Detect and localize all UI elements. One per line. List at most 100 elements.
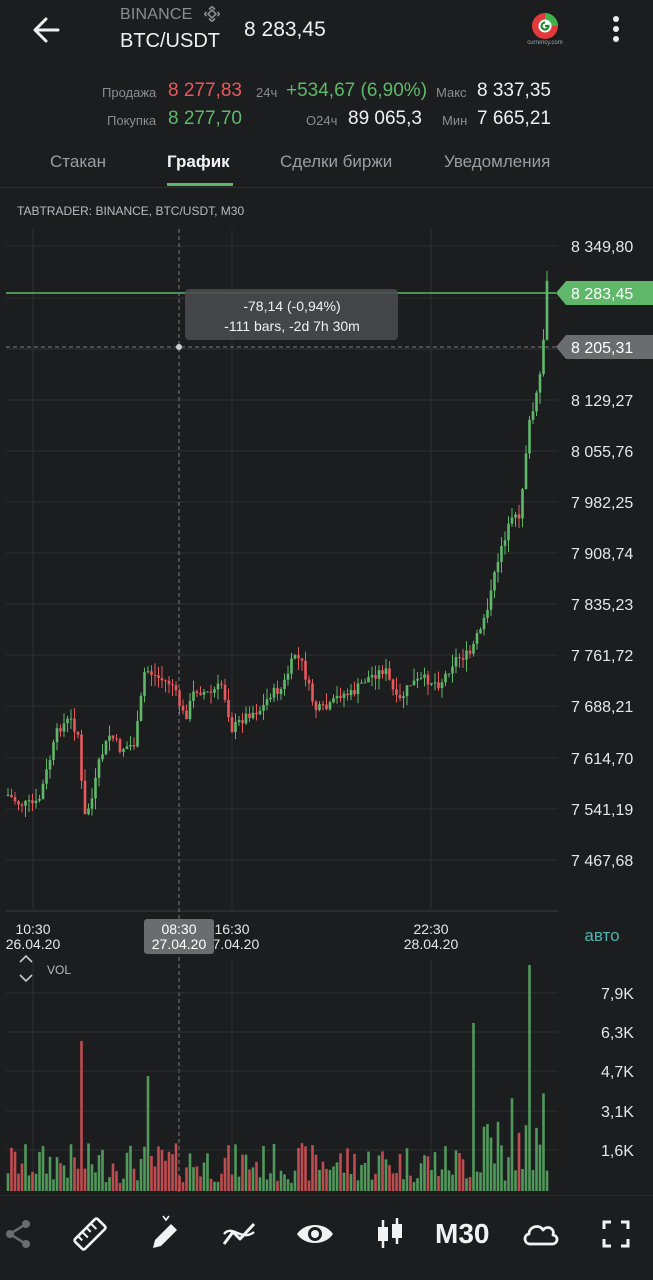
volume-bar bbox=[83, 1168, 87, 1191]
price-chart[interactable]: TABTRADER: BINANCE, BTC/USDT, M30 bbox=[0, 189, 653, 1195]
candle-body bbox=[458, 657, 461, 659]
volume-bar bbox=[251, 1167, 255, 1191]
candle-body bbox=[171, 684, 174, 686]
fullscreen-icon[interactable] bbox=[596, 1214, 636, 1254]
candle-body bbox=[73, 718, 76, 732]
volume-bar bbox=[405, 1148, 409, 1191]
volume-bar bbox=[244, 1154, 248, 1191]
candle-body bbox=[507, 523, 510, 541]
volume-bar bbox=[150, 1155, 153, 1191]
more-menu-icon[interactable] bbox=[606, 12, 626, 46]
volume-bar bbox=[269, 1173, 272, 1191]
chart-svg[interactable]: TABTRADER: BINANCE, BTC/USDT, M30 bbox=[0, 189, 653, 1195]
candle-body bbox=[489, 590, 493, 610]
binance-icon bbox=[203, 5, 221, 23]
ruler-icon[interactable] bbox=[70, 1214, 110, 1254]
candle-body bbox=[10, 794, 13, 798]
volume-bar bbox=[391, 1173, 395, 1191]
candle-body bbox=[314, 701, 318, 710]
volume-bar bbox=[136, 1180, 139, 1191]
candle-body bbox=[283, 679, 286, 690]
volume-bar bbox=[300, 1143, 304, 1191]
tab-order-book[interactable]: Стакан bbox=[50, 152, 106, 171]
back-arrow-icon[interactable] bbox=[28, 12, 64, 48]
candle-body bbox=[31, 800, 34, 804]
tab-alerts[interactable]: Уведомления bbox=[444, 152, 551, 171]
candle-body bbox=[451, 666, 454, 674]
tab-trades[interactable]: Сделки биржи bbox=[280, 152, 393, 171]
volume-bar bbox=[195, 1166, 199, 1191]
volume-bar bbox=[160, 1149, 164, 1191]
candle-body bbox=[237, 720, 241, 723]
candle-body bbox=[545, 280, 549, 340]
candle-body bbox=[335, 695, 339, 699]
tab-chart[interactable]: График bbox=[167, 152, 230, 171]
currency-com-logo[interactable] bbox=[522, 8, 568, 50]
volume-bar bbox=[20, 1163, 24, 1191]
candle-body bbox=[90, 798, 94, 809]
price-tick: 7 541,19 bbox=[571, 802, 633, 819]
candle-body bbox=[34, 800, 38, 804]
share-icon[interactable] bbox=[0, 1214, 40, 1254]
candle-type-icon[interactable] bbox=[370, 1214, 410, 1254]
candle-body bbox=[160, 677, 164, 681]
volume-label: О24ч bbox=[306, 113, 338, 128]
volume-bar bbox=[104, 1182, 108, 1191]
indicators-icon[interactable] bbox=[220, 1214, 260, 1254]
volume-bar bbox=[349, 1174, 353, 1191]
candle-body bbox=[356, 683, 360, 695]
candle-body bbox=[248, 713, 251, 719]
volume-bar bbox=[402, 1179, 405, 1191]
candle-body bbox=[454, 657, 458, 667]
volume-bar bbox=[377, 1155, 381, 1191]
candle-body bbox=[447, 673, 451, 675]
candle-body bbox=[188, 700, 192, 720]
candle-body bbox=[419, 677, 423, 679]
volume-grid bbox=[6, 992, 558, 1151]
candle-body bbox=[223, 684, 227, 700]
candle-body bbox=[62, 723, 66, 732]
candle-body bbox=[430, 683, 433, 685]
candle-body bbox=[136, 721, 139, 747]
volume-bar bbox=[335, 1162, 339, 1191]
date-label: 26.04.20 bbox=[6, 936, 61, 952]
volume-bar bbox=[433, 1152, 437, 1191]
volume-bar bbox=[209, 1178, 213, 1191]
volume-bar bbox=[38, 1152, 41, 1191]
candle-body bbox=[122, 749, 125, 752]
volume-bar bbox=[265, 1179, 269, 1191]
candle-body bbox=[409, 685, 412, 687]
volume-bar bbox=[213, 1181, 216, 1191]
candle-body bbox=[139, 695, 143, 722]
price-tick: 7 614,70 bbox=[571, 751, 633, 768]
candle-body bbox=[321, 704, 325, 706]
volume-bar bbox=[10, 1147, 13, 1191]
volume-bar bbox=[101, 1149, 104, 1191]
volume-collapse-icon[interactable] bbox=[19, 954, 33, 983]
logo-text: currency.com bbox=[527, 40, 563, 46]
volume-bar bbox=[59, 1163, 62, 1191]
cloud-icon[interactable] bbox=[520, 1214, 562, 1254]
last-price-tag-text: 8 283,45 bbox=[571, 286, 633, 303]
volume-bar bbox=[304, 1146, 307, 1191]
candle-body bbox=[150, 671, 153, 675]
volume-bar bbox=[24, 1144, 27, 1191]
volume-bar bbox=[528, 965, 531, 1191]
volume-bar bbox=[451, 1174, 454, 1191]
draw-pencil-icon[interactable] bbox=[145, 1214, 185, 1254]
volume-bar bbox=[146, 1076, 150, 1191]
eye-icon[interactable] bbox=[295, 1214, 335, 1254]
candle-body bbox=[199, 692, 202, 695]
volume-bar bbox=[216, 1181, 220, 1191]
max-value: 8 337,35 bbox=[477, 80, 551, 101]
candle-body bbox=[55, 728, 59, 743]
candle-body bbox=[104, 740, 108, 755]
candle-body bbox=[269, 697, 272, 700]
volume-bar bbox=[13, 1151, 17, 1191]
candle-body bbox=[370, 675, 374, 678]
candle-body bbox=[486, 609, 489, 618]
auto-scale-button[interactable]: авто bbox=[584, 926, 619, 945]
candle-body bbox=[297, 655, 300, 659]
timeframe-button[interactable]: M30 bbox=[435, 1218, 490, 1249]
pair-name[interactable]: BTC/USDT bbox=[120, 30, 220, 52]
